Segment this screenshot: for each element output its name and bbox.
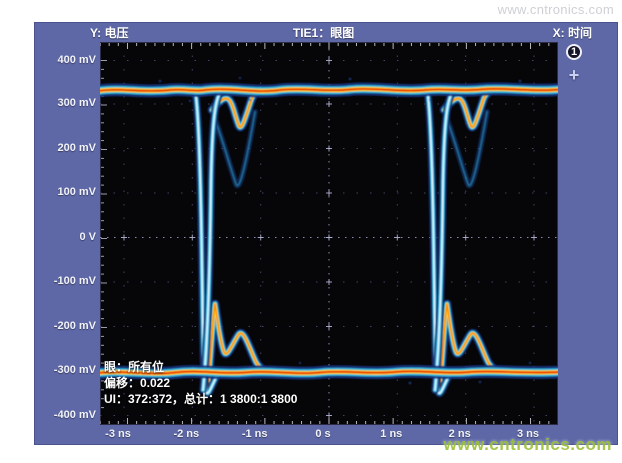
x-axis-label: -1 ns — [241, 428, 268, 440]
x-axis-label: 0 s — [315, 428, 331, 440]
y-axis-label: 100 mV — [57, 186, 96, 198]
y-axis-label: 200 mV — [57, 141, 96, 154]
y-axis-label: -400 mV — [53, 408, 96, 421]
x-axis-title: X: 时间 — [552, 25, 592, 40]
y-axis-label: 300 mV — [57, 97, 96, 109]
graticule-grid — [100, 42, 558, 425]
x-axis-label: -2 ns — [173, 428, 200, 440]
x-axis-label: -3 ns — [105, 428, 131, 440]
watermark-top: www.cntronics.com — [497, 2, 614, 17]
stats-ui-line: UI：372:372，总计：1 3800:1 3800 — [104, 392, 298, 406]
eye-trace — [100, 76, 558, 393]
plot-area: 眼：所有位 偏移：0.022 UI：372:372，总计：1 3800:1 38… — [100, 42, 558, 425]
scope-panel: Y: 电压 TIE1：眼图 X: 时间 400 mV 300 mV 200 mV 10… — [34, 22, 618, 445]
right-toolbar: 1 + — [558, 42, 618, 425]
plus-icon[interactable]: + — [568, 65, 580, 85]
graticule-rulers — [100, 43, 550, 424]
y-axis-label: -100 mV — [53, 275, 96, 287]
y-axis: 400 mV 300 mV 200 mV 100 mV 0 V -100 mV -200 m… — [34, 42, 100, 425]
y-axis-title: Y: 电压 — [90, 25, 129, 40]
noise-speckle — [128, 76, 532, 385]
stats-overlay: 眼：所有位 偏移：0.022 UI：372:372，总计：1 3800:1 38… — [104, 359, 297, 407]
stats-offset-line: 偏移：0.022 — [104, 376, 171, 390]
x-axis-label: 2 ns — [448, 428, 471, 440]
x-axis-label: 1 ns — [380, 428, 403, 440]
x-axis-label: 3 ns — [516, 428, 540, 440]
y-axis-label: 0 V — [79, 230, 96, 243]
stats-eye-line: 眼：所有位 — [104, 360, 165, 374]
watermark-bottom: www.cntronics.com — [443, 435, 612, 454]
x-axis: -3 ns -2 ns -1 ns 0 s 1 ns 2 ns 3 ns — [34, 425, 618, 445]
y-axis-label: -300 mV — [53, 364, 96, 376]
waveform-1-badge-icon[interactable]: 1 — [566, 44, 582, 60]
eye-diagram-canvas — [100, 42, 558, 425]
y-axis-label: 400 mV — [57, 53, 96, 66]
y-axis-label: -200 mV — [53, 319, 96, 332]
plot-title: TIE1：眼图 — [292, 25, 355, 40]
header-bar: Y: 电压 TIE1：眼图 X: 时间 — [34, 22, 618, 42]
